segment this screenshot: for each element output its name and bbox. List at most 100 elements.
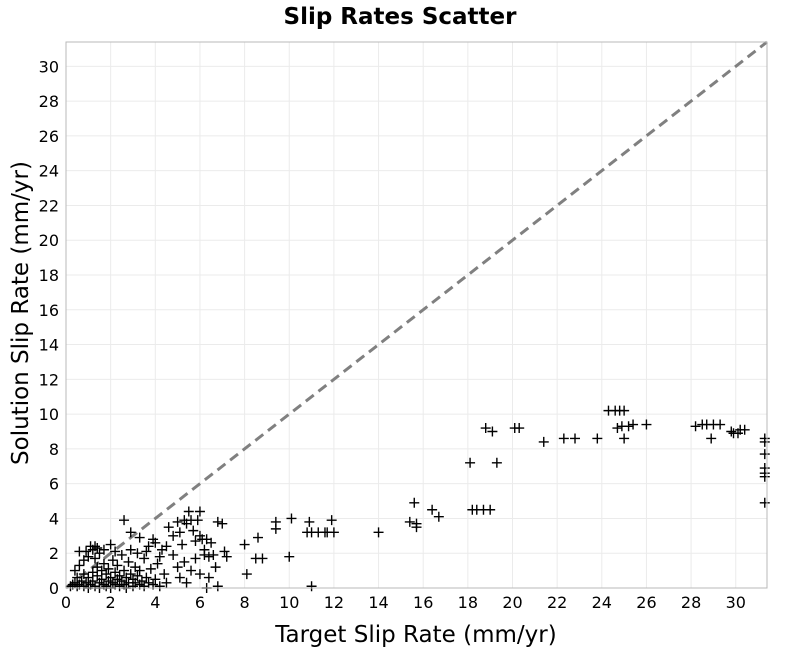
y-tick-label: 16	[39, 301, 59, 320]
data-point	[154, 551, 165, 562]
y-tick-label: 30	[39, 57, 59, 76]
data-point	[480, 423, 491, 434]
data-point	[119, 515, 130, 526]
data-point	[284, 551, 295, 562]
data-points	[65, 405, 770, 593]
data-point	[110, 546, 121, 557]
data-point	[739, 424, 750, 435]
data-point	[161, 541, 172, 552]
x-tick-label: 20	[502, 593, 522, 612]
x-tick-label: 24	[592, 593, 612, 612]
data-point	[326, 515, 337, 526]
x-tick-label: 6	[195, 593, 205, 612]
data-point	[98, 544, 109, 555]
x-tick-label: 12	[324, 593, 344, 612]
data-point	[186, 565, 197, 576]
data-point	[141, 572, 152, 583]
data-point	[194, 506, 205, 517]
y-tick-label: 12	[39, 370, 59, 389]
data-point	[123, 556, 134, 567]
data-point	[190, 536, 201, 547]
data-point	[145, 563, 156, 574]
x-tick-label: 2	[106, 593, 116, 612]
y-tick-label: 22	[39, 196, 59, 215]
x-tick-label: 16	[413, 593, 433, 612]
data-point	[168, 530, 179, 541]
data-point	[188, 525, 199, 536]
data-point	[101, 581, 112, 592]
data-point	[90, 553, 101, 564]
data-point	[623, 421, 634, 432]
y-tick-label: 18	[39, 266, 59, 285]
data-point	[174, 572, 185, 583]
data-point	[257, 553, 268, 564]
data-point	[183, 506, 194, 517]
data-point	[163, 522, 174, 533]
reference-line	[65, 40, 768, 590]
data-point	[81, 546, 92, 557]
data-point	[404, 516, 415, 527]
y-tick-label: 28	[39, 92, 59, 111]
data-point	[241, 569, 252, 580]
data-point	[125, 527, 136, 538]
x-tick-labels: 0 2 4 6 8 10 12 14 16 18 20 22 24 26 28 30	[61, 593, 746, 612]
data-point	[221, 551, 232, 562]
data-point	[190, 553, 201, 564]
data-point	[252, 532, 263, 543]
data-point	[90, 541, 101, 552]
data-point	[114, 581, 125, 592]
data-point	[125, 544, 136, 555]
data-point	[612, 423, 623, 434]
data-point	[212, 516, 223, 527]
data-point	[726, 426, 737, 437]
data-point	[107, 555, 118, 566]
data-point	[179, 556, 190, 567]
y-tick-label: 2	[49, 544, 59, 563]
data-point	[199, 549, 210, 560]
y-axis-label: Solution Slip Rate (mm/yr)	[8, 161, 34, 465]
y-tick-label: 10	[39, 405, 59, 424]
data-point	[143, 541, 154, 552]
data-point	[192, 515, 203, 526]
data-point	[96, 574, 107, 585]
data-point	[715, 419, 726, 430]
data-point	[168, 549, 179, 560]
data-point	[759, 497, 770, 508]
data-point	[132, 570, 143, 581]
data-point	[125, 569, 136, 580]
data-point	[154, 581, 165, 592]
data-point	[105, 539, 116, 550]
data-point	[134, 565, 145, 576]
data-point	[212, 581, 223, 592]
x-tick-label: 30	[726, 593, 746, 612]
data-point	[706, 433, 717, 444]
x-tick-label: 18	[458, 593, 478, 612]
y-tick-label: 20	[39, 231, 59, 250]
data-point	[172, 516, 183, 527]
data-point	[208, 549, 219, 560]
data-point	[141, 546, 152, 557]
data-point	[92, 543, 103, 554]
data-point	[119, 565, 130, 576]
data-point	[87, 576, 98, 587]
data-point	[592, 433, 603, 444]
data-point	[619, 433, 630, 444]
y-tick-label: 14	[39, 336, 59, 355]
data-point	[139, 553, 150, 564]
data-point	[174, 527, 185, 538]
data-point	[570, 433, 581, 444]
data-point	[150, 574, 161, 585]
data-point	[159, 569, 170, 580]
data-point	[619, 405, 630, 416]
y-tick-label: 24	[39, 162, 59, 181]
x-tick-label: 14	[368, 593, 388, 612]
data-point	[239, 539, 250, 550]
x-tick-label: 4	[150, 593, 160, 612]
data-point	[103, 563, 114, 574]
chart-title: Slip Rates Scatter	[284, 4, 518, 30]
data-point	[465, 457, 476, 468]
data-point	[491, 457, 502, 468]
data-point	[411, 518, 422, 529]
data-point	[203, 572, 214, 583]
